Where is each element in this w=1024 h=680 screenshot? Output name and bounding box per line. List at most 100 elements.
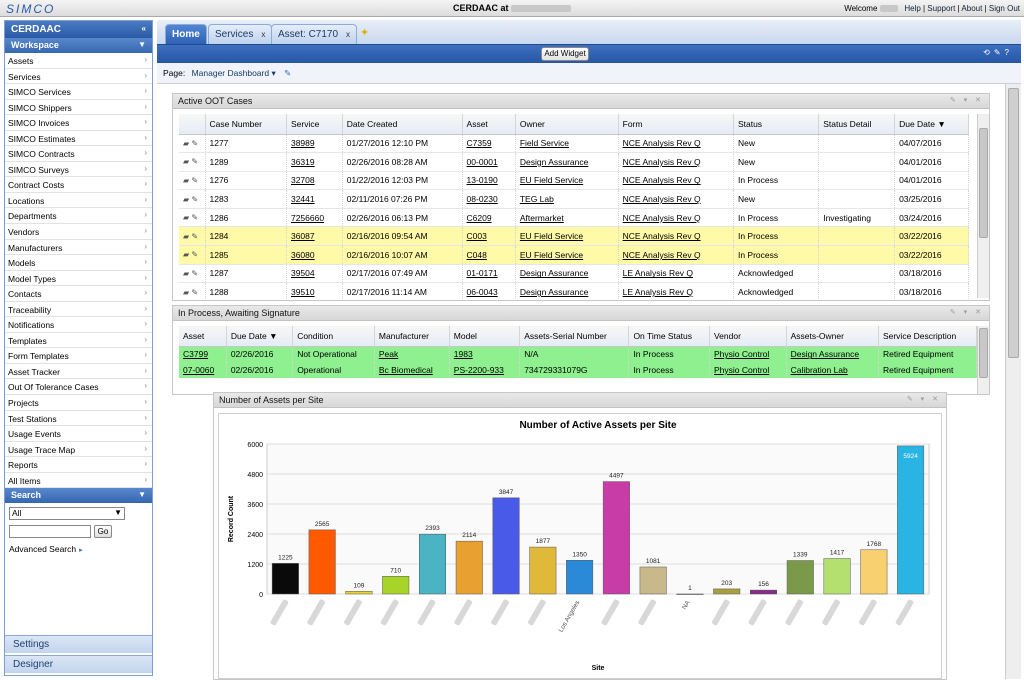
bar[interactable] (345, 591, 373, 595)
sidebar-item-departments[interactable]: Departments › (5, 208, 152, 225)
bar[interactable] (419, 533, 446, 595)
oot-scrollbar[interactable] (977, 114, 989, 298)
bar[interactable] (676, 593, 704, 595)
sidebar-item-form-templates[interactable]: Form Templates › (5, 348, 152, 364)
cell-asset[interactable]: C6209 (462, 208, 516, 228)
search-input[interactable] (9, 525, 91, 539)
edit-icon[interactable]: ✎ (191, 231, 199, 241)
cell-vendor[interactable]: Physio Control (709, 346, 787, 362)
sidebar-item-services[interactable]: Services › (5, 69, 152, 85)
cell-vendor[interactable]: Physio Control (709, 362, 787, 378)
cell-asset[interactable]: 06-0043 (462, 282, 516, 300)
column-header-asset[interactable]: Asset (462, 114, 516, 135)
sidebar-item-traceability[interactable]: Traceability › (5, 302, 152, 318)
cell-service[interactable]: 39510 (286, 282, 343, 300)
support-link[interactable]: Support (927, 4, 956, 13)
sidebar-item-usage-events[interactable]: Usage Events › (5, 426, 152, 442)
bar[interactable] (455, 540, 483, 595)
tab-home[interactable]: Home (165, 24, 207, 44)
cell-service[interactable]: 38989 (286, 134, 343, 154)
cell-mfr[interactable]: Bc Biomedical (374, 362, 450, 378)
close-icon[interactable]: x (261, 30, 266, 39)
bar[interactable] (271, 563, 299, 595)
edit-icon[interactable]: ✎ (191, 213, 199, 223)
sidebar-item-templates[interactable]: Templates › (5, 333, 152, 349)
cell-form[interactable]: NCE Analysis Rev Q (618, 226, 734, 247)
sidebar-item-simco-surveys[interactable]: SIMCO Surveys › (5, 162, 152, 178)
go-button[interactable]: Go (94, 525, 112, 539)
cell-asset[interactable]: 13-0190 (462, 171, 516, 191)
widget-tools[interactable]: ✎ ▾ ✕ (906, 396, 941, 403)
column-header-model[interactable]: Model (449, 326, 521, 347)
table-row[interactable]: 07-0060 02/26/2016 Operational Bc Biomedica… (179, 362, 977, 378)
sidebar-item-contacts[interactable]: Contacts › (5, 286, 152, 302)
sidebar-item-asset-tracker[interactable]: Asset Tracker › (5, 364, 152, 380)
cell-service[interactable]: 39504 (286, 264, 343, 284)
column-header-assets-serial-number[interactable]: Assets-Serial Number (519, 326, 630, 347)
column-header-service[interactable]: Service (286, 114, 343, 135)
sidebar-item-simco-invoices[interactable]: SIMCO Invoices › (5, 115, 152, 131)
cell-asset[interactable]: 01-0171 (462, 264, 516, 284)
about-link[interactable]: About (961, 4, 983, 13)
wrench-icon[interactable]: ✎ (284, 68, 292, 78)
collapse-icon[interactable]: ▼ (138, 490, 146, 500)
main-scrollbar[interactable] (1005, 84, 1021, 679)
sidebar-item-all-items[interactable]: All Items › (5, 473, 152, 489)
column-header-due-date[interactable]: Due Date ▼ (894, 114, 969, 135)
search-type-select[interactable]: All ▼ (9, 507, 125, 521)
cell-owner[interactable]: Design Assurance (786, 346, 879, 362)
column-header-status[interactable]: Status (733, 114, 820, 135)
column-header-case-number[interactable]: Case Number (205, 114, 287, 135)
sidebar-item-usage-trace-map[interactable]: Usage Trace Map › (5, 442, 152, 458)
wrench-icon[interactable]: ✎ (993, 48, 1005, 57)
column-header-condition[interactable]: Condition (292, 326, 375, 347)
sidebar-item-projects[interactable]: Projects › (5, 395, 152, 411)
table-row[interactable]: ▰ ✎ 1286 7256660 02/26/2016 06:13 PM C6209 Af… (179, 208, 969, 228)
cell-asset[interactable]: C048 (462, 245, 516, 265)
sidebar-item-test-stations[interactable]: Test Stations › (5, 411, 152, 427)
bar[interactable] (860, 549, 888, 595)
view-icon[interactable]: ▰ (183, 175, 190, 185)
table-row[interactable]: ▰ ✎ 1277 38989 01/27/2016 12:10 PM C7359 Fiel… (179, 134, 969, 154)
search-header[interactable]: Search ▼ (5, 488, 152, 504)
sign-out-link[interactable]: Sign Out (988, 4, 1020, 13)
cell-asset[interactable]: C003 (462, 226, 516, 247)
view-icon[interactable]: ▰ (183, 213, 190, 223)
cell-owner[interactable]: Design Assurance (515, 282, 619, 300)
edit-icon[interactable]: ✎ (191, 138, 199, 148)
table-row[interactable]: ▰ ✎ 1285 36080 02/16/2016 10:07 AM C048 EU Fi… (179, 245, 969, 265)
tab-asset-c7170[interactable]: Asset: C7170 x (271, 24, 358, 44)
settings-panel-button[interactable]: Settings (5, 635, 152, 653)
cell-form[interactable]: LE Analysis Rev Q (618, 282, 734, 300)
view-icon[interactable]: ▰ (183, 157, 190, 167)
cell-service[interactable]: 36319 (286, 152, 343, 172)
cell-asset[interactable]: 07-0060 (179, 362, 227, 378)
workspace-header[interactable]: Workspace ▼ (5, 38, 152, 53)
cell-owner[interactable]: TEG Lab (515, 189, 619, 209)
cell-service[interactable]: 32708 (286, 171, 343, 191)
edit-icon[interactable]: ✎ (191, 157, 199, 167)
cell-owner[interactable]: Design Assurance (515, 152, 619, 172)
cell-asset[interactable]: 00-0001 (462, 152, 516, 172)
cell-form[interactable]: LE Analysis Rev Q (618, 264, 734, 284)
bar[interactable] (897, 445, 925, 595)
refresh-icon[interactable]: ⟲ (983, 48, 994, 57)
cell-asset[interactable]: C7359 (462, 134, 516, 154)
page-select[interactable]: Manager Dashboard ▾ (191, 68, 276, 78)
column-header-asset[interactable]: Asset (179, 326, 227, 347)
advanced-search-link[interactable]: Advanced Search ▸ (9, 544, 83, 555)
cell-mfr[interactable]: Peak (374, 346, 450, 362)
help-link[interactable]: Help (904, 4, 921, 13)
column-header-service-description[interactable]: Service Description (878, 326, 977, 347)
sidebar-item-notifications[interactable]: Notifications › (5, 317, 152, 333)
cell-owner[interactable]: Design Assurance (515, 264, 619, 284)
cell-form[interactable]: NCE Analysis Rev Q (618, 208, 734, 228)
edit-icon[interactable]: ✎ (191, 250, 199, 260)
cell-service[interactable]: 7256660 (286, 208, 343, 228)
edit-icon[interactable]: ✎ (191, 175, 199, 185)
bar[interactable] (639, 566, 667, 595)
cell-form[interactable]: NCE Analysis Rev Q (618, 171, 734, 191)
sidebar-item-models[interactable]: Models › (5, 255, 152, 271)
bar[interactable] (602, 481, 630, 595)
bar[interactable] (713, 588, 741, 595)
